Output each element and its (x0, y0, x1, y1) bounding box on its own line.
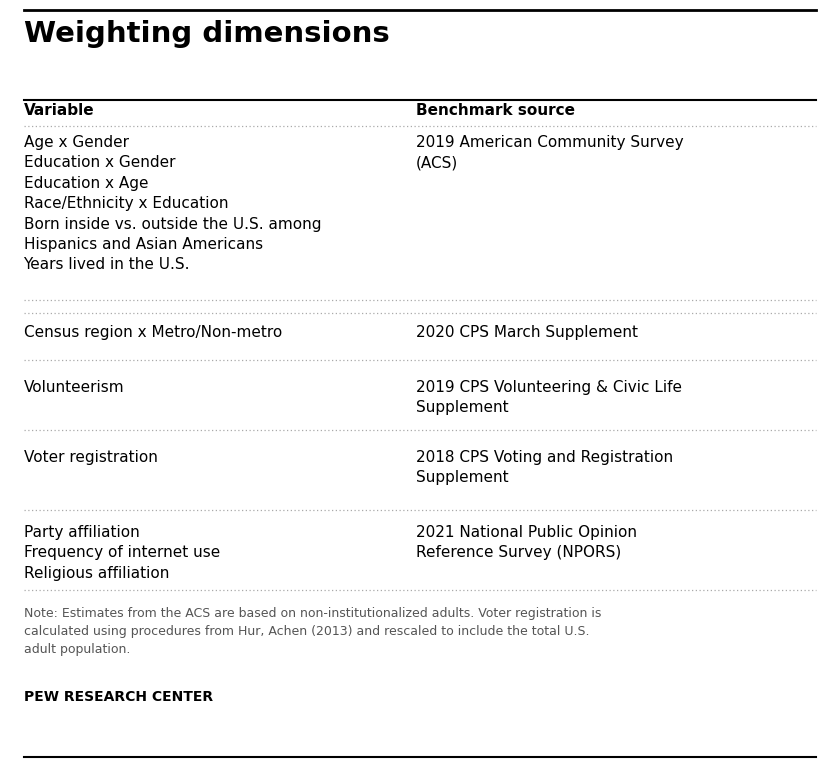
Text: Voter registration: Voter registration (24, 450, 157, 465)
Text: 2021 National Public Opinion
Reference Survey (NPORS): 2021 National Public Opinion Reference S… (416, 525, 637, 561)
Text: Variable: Variable (24, 103, 94, 118)
Text: 2019 CPS Volunteering & Civic Life
Supplement: 2019 CPS Volunteering & Civic Life Suppl… (416, 380, 682, 415)
Text: PEW RESEARCH CENTER: PEW RESEARCH CENTER (24, 690, 213, 704)
Text: Benchmark source: Benchmark source (416, 103, 575, 118)
Text: Party affiliation
Frequency of internet use
Religious affiliation: Party affiliation Frequency of internet … (24, 525, 220, 581)
Text: 2018 CPS Voting and Registration
Supplement: 2018 CPS Voting and Registration Supplem… (416, 450, 673, 485)
Text: Weighting dimensions: Weighting dimensions (24, 20, 389, 48)
Text: Note: Estimates from the ACS are based on non-institutionalized adults. Voter re: Note: Estimates from the ACS are based o… (24, 607, 601, 656)
Text: 2019 American Community Survey
(ACS): 2019 American Community Survey (ACS) (416, 135, 684, 170)
Text: Census region x Metro/Non-metro: Census region x Metro/Non-metro (24, 325, 281, 340)
Text: Volunteerism: Volunteerism (24, 380, 124, 395)
Text: Age x Gender
Education x Gender
Education x Age
Race/Ethnicity x Education
Born : Age x Gender Education x Gender Educatio… (24, 135, 321, 273)
Text: 2020 CPS March Supplement: 2020 CPS March Supplement (416, 325, 638, 340)
